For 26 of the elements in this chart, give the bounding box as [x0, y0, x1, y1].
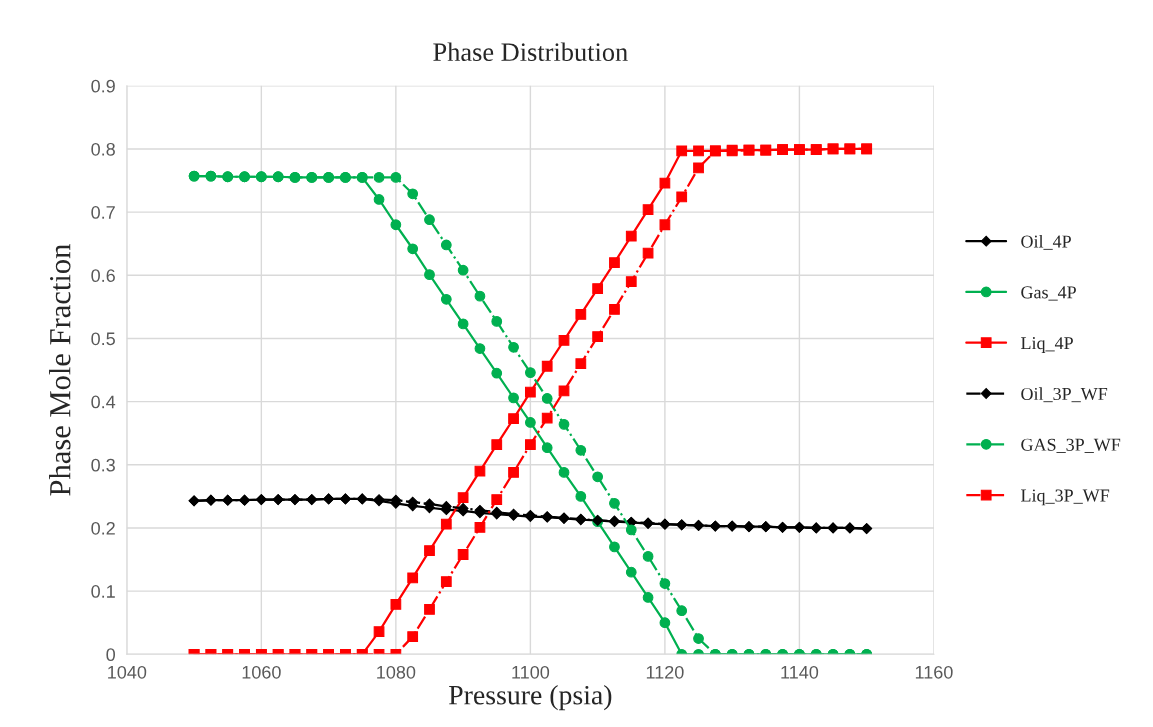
legend-label: Liq_3P_WF — [1021, 489, 1110, 506]
x-tick-label: 1140 — [781, 665, 819, 679]
y-tick-label: 0.4 — [91, 395, 116, 409]
x-tick-label: 1040 — [108, 665, 147, 679]
legend-label: GAS_3P_WF — [1021, 438, 1121, 453]
y-tick-label: 0.5 — [91, 332, 115, 346]
y-tick-label: 0.9 — [91, 79, 115, 93]
x-tick-label: 1120 — [646, 665, 684, 679]
y-tick-label: 0.7 — [91, 206, 115, 219]
y-tick-label: 0.2 — [91, 521, 115, 535]
legend-label: Oil_3P_WF — [1021, 387, 1108, 403]
y-axis-title: Phase Mole Fraction — [49, 244, 71, 496]
legend-label: Oil_4P — [1021, 234, 1071, 250]
y-tick-label: 0.6 — [91, 269, 115, 283]
x-tick-label: 1080 — [377, 665, 416, 679]
x-tick-label: 1160 — [915, 665, 953, 679]
legend-label: Liq_4P — [1021, 337, 1073, 353]
chart-title: Phase Distribution — [433, 42, 628, 62]
legend-label: Gas_4P — [1021, 286, 1076, 301]
y-tick-label: 0 — [106, 648, 116, 662]
y-tick-label: 0.8 — [91, 142, 115, 156]
y-tick-label: 0.1 — [91, 585, 115, 598]
y-tick-label: 0.3 — [91, 458, 115, 472]
x-tick-label: 1060 — [242, 665, 281, 679]
x-axis-title: Pressure (psia) — [449, 685, 612, 711]
x-tick-label: 1100 — [512, 665, 550, 679]
